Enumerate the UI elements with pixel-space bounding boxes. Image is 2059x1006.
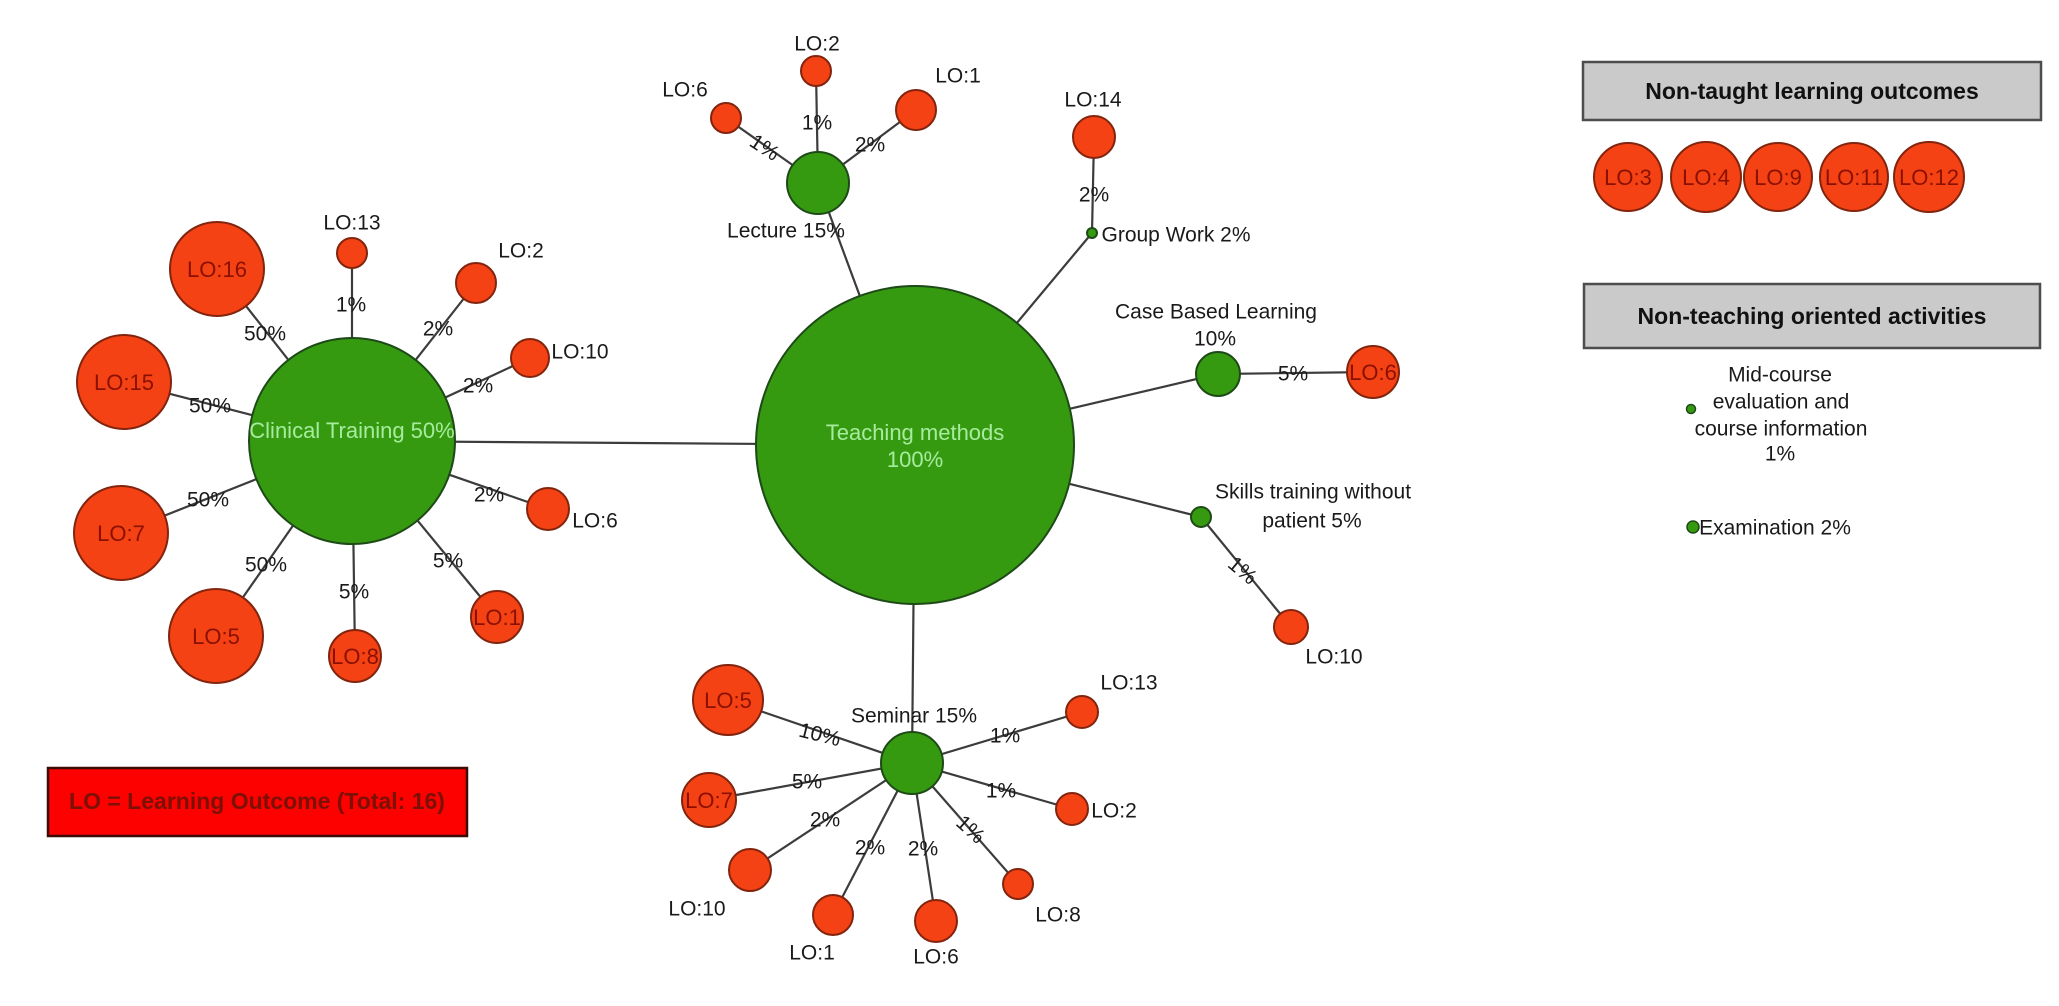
svg-text:LO:5: LO:5 bbox=[704, 688, 752, 713]
svg-text:LO:6: LO:6 bbox=[572, 510, 618, 533]
svg-text:LO:8: LO:8 bbox=[331, 644, 379, 669]
svg-text:Case Based Learning: Case Based Learning bbox=[1115, 301, 1317, 324]
svg-text:5%: 5% bbox=[339, 581, 369, 604]
svg-text:LO:2: LO:2 bbox=[794, 33, 840, 56]
svg-text:LO:11: LO:11 bbox=[1825, 165, 1883, 190]
svg-text:LO = Learning Outcome (Total:: LO = Learning Outcome (Total: 16) bbox=[69, 788, 445, 814]
svg-text:LO:7: LO:7 bbox=[97, 521, 145, 546]
svg-text:LO:2: LO:2 bbox=[1091, 800, 1137, 823]
svg-text:5%: 5% bbox=[433, 550, 463, 573]
svg-text:LO:4: LO:4 bbox=[1682, 165, 1730, 190]
svg-text:2%: 2% bbox=[908, 838, 938, 861]
svg-text:LO:10: LO:10 bbox=[668, 898, 725, 921]
svg-text:Lecture 15%: Lecture 15% bbox=[727, 220, 845, 243]
svg-text:Seminar 15%: Seminar 15% bbox=[851, 705, 977, 728]
svg-text:LO:14: LO:14 bbox=[1064, 89, 1122, 112]
svg-text:LO:6: LO:6 bbox=[662, 79, 708, 102]
svg-text:LO:3: LO:3 bbox=[1604, 165, 1652, 190]
svg-text:LO:6: LO:6 bbox=[913, 946, 959, 969]
svg-text:LO:1: LO:1 bbox=[935, 65, 981, 88]
svg-text:LO:2: LO:2 bbox=[498, 240, 544, 263]
svg-text:50%: 50% bbox=[245, 554, 287, 577]
svg-text:2%: 2% bbox=[474, 484, 504, 507]
svg-text:LO:10: LO:10 bbox=[551, 341, 608, 364]
svg-text:LO:6: LO:6 bbox=[1349, 360, 1397, 385]
svg-text:1%: 1% bbox=[990, 725, 1020, 748]
svg-text:LO:1: LO:1 bbox=[789, 942, 835, 965]
svg-text:LO:10: LO:10 bbox=[1305, 646, 1362, 669]
svg-text:1%: 1% bbox=[986, 780, 1016, 803]
svg-text:LO:9: LO:9 bbox=[1754, 165, 1802, 190]
svg-text:Group Work 2%: Group Work 2% bbox=[1102, 224, 1251, 247]
svg-text:Clinical Training 50%: Clinical Training 50% bbox=[249, 418, 454, 443]
svg-text:50%: 50% bbox=[189, 395, 231, 418]
svg-text:2%: 2% bbox=[810, 809, 840, 832]
svg-text:Teaching methods: Teaching methods bbox=[826, 420, 1005, 445]
svg-text:LO:13: LO:13 bbox=[323, 212, 380, 235]
svg-text:evaluation and: evaluation and bbox=[1713, 391, 1850, 414]
svg-text:course information: course information bbox=[1695, 418, 1868, 441]
svg-text:2%: 2% bbox=[463, 375, 493, 398]
svg-text:LO:7: LO:7 bbox=[685, 788, 733, 813]
svg-text:5%: 5% bbox=[792, 771, 822, 794]
svg-text:Skills training without: Skills training without bbox=[1215, 481, 1411, 504]
svg-text:10%: 10% bbox=[1194, 328, 1236, 351]
svg-text:Mid-course: Mid-course bbox=[1728, 364, 1832, 387]
svg-text:50%: 50% bbox=[244, 323, 286, 346]
svg-text:LO:15: LO:15 bbox=[94, 370, 154, 395]
svg-text:5%: 5% bbox=[1278, 363, 1308, 386]
svg-text:2%: 2% bbox=[855, 134, 885, 157]
svg-text:2%: 2% bbox=[1079, 184, 1109, 207]
svg-text:2%: 2% bbox=[423, 318, 453, 341]
svg-text:LO:16: LO:16 bbox=[187, 257, 247, 282]
svg-text:LO:1: LO:1 bbox=[473, 605, 521, 630]
svg-text:100%: 100% bbox=[887, 447, 943, 472]
svg-text:LO:8: LO:8 bbox=[1035, 904, 1081, 927]
svg-text:LO:5: LO:5 bbox=[192, 624, 240, 649]
svg-text:1%: 1% bbox=[336, 294, 366, 317]
svg-text:Examination 2%: Examination 2% bbox=[1699, 517, 1851, 540]
svg-text:2%: 2% bbox=[855, 837, 885, 860]
svg-text:1%: 1% bbox=[802, 112, 832, 135]
svg-text:Non-teaching oriented activiti: Non-teaching oriented activities bbox=[1638, 303, 1987, 329]
svg-text:50%: 50% bbox=[187, 489, 229, 512]
svg-text:LO:13: LO:13 bbox=[1100, 672, 1157, 695]
svg-text:LO:12: LO:12 bbox=[1899, 165, 1959, 190]
svg-text:1%: 1% bbox=[1765, 443, 1795, 466]
svg-text:patient 5%: patient 5% bbox=[1262, 510, 1361, 533]
svg-text:Non-taught learning outcomes: Non-taught learning outcomes bbox=[1645, 78, 1979, 104]
